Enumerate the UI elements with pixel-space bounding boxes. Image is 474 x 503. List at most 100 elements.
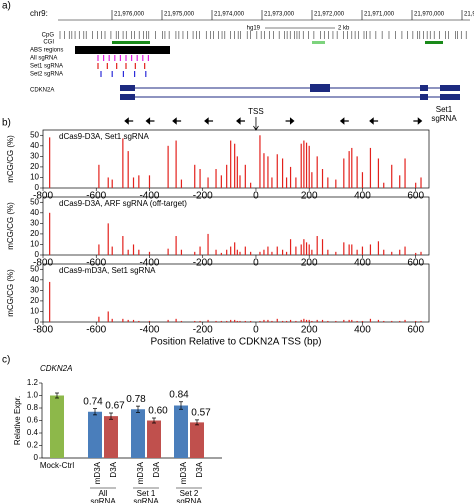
bar <box>127 151 129 188</box>
x-axis-label: Position Relative to CDKN2A TSS (bp) <box>150 337 321 348</box>
bar <box>361 320 364 322</box>
track-label: Set1 sgRNA <box>30 64 63 70</box>
bar <box>132 244 135 255</box>
y-tick-label: 0.8 <box>27 403 39 412</box>
bar <box>276 246 278 255</box>
bar <box>285 320 288 322</box>
bar <box>303 140 305 188</box>
x-tick-label: 400 <box>354 325 371 336</box>
y-tick-label: 0.2 <box>27 441 39 450</box>
abs-region <box>75 46 170 54</box>
bar <box>348 244 350 255</box>
bar <box>305 142 308 188</box>
y-tick-label: 20 <box>30 162 39 171</box>
x-tick-label: -200 <box>193 325 213 336</box>
bar <box>295 246 297 255</box>
bar <box>220 175 222 188</box>
bar <box>239 175 241 188</box>
bar <box>281 158 284 188</box>
bar <box>132 319 135 322</box>
bar <box>244 320 246 322</box>
chart-title: dCas9-D3A, Set1 sgRNA <box>59 132 149 141</box>
value-label: 0.84 <box>169 389 189 400</box>
bar <box>281 320 284 322</box>
bar <box>207 177 209 188</box>
plot-frame <box>42 196 430 256</box>
bar <box>377 158 380 188</box>
bar <box>226 164 228 188</box>
x-tick-label: 0 <box>253 325 259 336</box>
coord-label: 21,975,000 <box>164 12 195 18</box>
coord-label: 21,974,000 <box>214 12 245 18</box>
bar <box>383 320 385 322</box>
x-tick-label: -600 <box>86 258 106 269</box>
bar <box>335 251 337 255</box>
bar <box>147 420 161 458</box>
x-tick-label: -800 <box>33 325 53 336</box>
sgrna-label: sgRNA <box>431 114 457 123</box>
bar <box>263 249 265 255</box>
sgrna-arrow <box>285 117 295 125</box>
y-tick-label: 1.2 <box>27 378 39 387</box>
sgrna-arrow <box>339 117 349 125</box>
value-label: 0.57 <box>191 408 211 419</box>
bar <box>383 249 385 255</box>
bar <box>104 416 118 458</box>
group-label: sgRNA <box>133 497 159 503</box>
y-axis-label: mCG/CG (%) <box>6 202 15 250</box>
coord-label: 21,969,000 <box>464 12 474 18</box>
bar <box>122 318 124 322</box>
panel-label: a) <box>2 1 11 12</box>
bar <box>132 177 135 188</box>
bar <box>190 422 204 458</box>
x-tick-label: -400 <box>139 191 159 202</box>
bar <box>415 320 417 322</box>
bar <box>300 244 302 255</box>
bar <box>327 249 329 255</box>
bar <box>107 311 109 322</box>
bar <box>420 251 422 255</box>
bar <box>271 320 273 322</box>
error-bar <box>195 419 199 426</box>
cgi-block <box>425 41 443 44</box>
bar <box>415 252 417 255</box>
x-tick-label: 200 <box>301 258 318 269</box>
bar <box>175 318 177 322</box>
bar <box>175 236 177 255</box>
bar <box>107 223 109 255</box>
coord-label: 21,973,000 <box>264 12 295 18</box>
group-label: Set 1 <box>137 489 156 498</box>
value-label: 0.78 <box>126 394 146 405</box>
bar <box>391 320 393 322</box>
bar <box>356 320 358 322</box>
sgrna-arrow <box>236 117 245 125</box>
bar <box>215 249 217 255</box>
exon <box>310 84 330 92</box>
plot-frame <box>42 263 430 323</box>
sgrna-arrow <box>172 117 182 125</box>
assembly: hg19 <box>247 26 261 32</box>
bar <box>50 395 64 458</box>
bar <box>369 244 372 255</box>
bar <box>138 249 140 255</box>
bar <box>361 172 364 188</box>
track-label: CGI <box>43 40 54 46</box>
bar <box>148 251 151 255</box>
x-tick-label: D3A <box>109 461 118 477</box>
bar <box>321 239 324 255</box>
bar <box>303 318 305 322</box>
x-tick-label: 200 <box>301 191 318 202</box>
bar <box>226 320 228 322</box>
bar <box>111 318 113 322</box>
bar <box>289 166 292 188</box>
bar <box>399 175 401 188</box>
cgi-block <box>112 41 150 44</box>
y-tick-label: 30 <box>30 151 39 160</box>
bar <box>199 246 201 255</box>
error-bar <box>93 408 97 416</box>
y-tick-label: 0 <box>35 183 40 192</box>
y-tick-label: 50 <box>30 130 39 139</box>
error-bar <box>152 417 156 424</box>
group-label: Set 2 <box>180 489 199 498</box>
bar <box>267 246 269 255</box>
